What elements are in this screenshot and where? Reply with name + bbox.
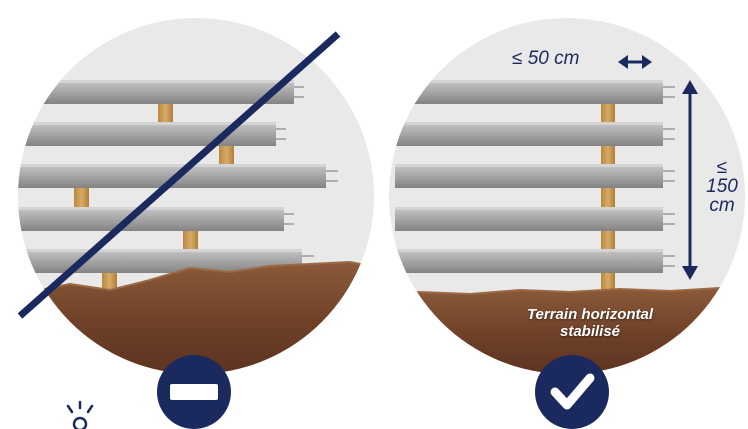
concrete-beam [395, 122, 675, 146]
timber-spacer [74, 188, 89, 207]
height-arrow-icon [682, 80, 698, 280]
concrete-beam [395, 164, 675, 188]
timber-spacer [601, 188, 615, 207]
timber-spacer [219, 146, 234, 164]
timber-spacer [601, 103, 615, 122]
concrete-beam [20, 122, 286, 146]
concrete-beam [395, 249, 675, 273]
incorrect-panel [17, 18, 374, 429]
cross-out-line [17, 31, 341, 319]
concrete-beam [20, 80, 304, 104]
sparkle-icon [66, 400, 94, 429]
check-icon [535, 355, 609, 429]
timber-spacer [183, 231, 198, 249]
max-spacing-label: ≤ 50 cm [512, 48, 580, 69]
timber-spacer [601, 231, 615, 249]
timber-spacer [601, 272, 615, 292]
concrete-beam [18, 207, 294, 231]
minus-icon [157, 355, 231, 429]
timber-spacer [601, 146, 615, 164]
max-height-label-line: ≤ [716, 157, 728, 178]
terrain-label: Terrain horizontal stabilisé [490, 306, 690, 340]
max-height-label: ≤ 150 cm [700, 158, 744, 215]
max-height-label-line: cm [709, 195, 735, 216]
concrete-beam [395, 207, 675, 231]
timber-spacer [158, 103, 173, 122]
terrain-label-line: Terrain horizontal [526, 306, 654, 323]
spacing-arrow-icon [618, 55, 652, 69]
terrain-label-line: stabilisé [559, 323, 621, 340]
correct-panel-background [389, 18, 745, 374]
concrete-beam [395, 80, 675, 104]
max-height-label-line: 150 [706, 176, 738, 197]
correct-panel [389, 18, 745, 429]
